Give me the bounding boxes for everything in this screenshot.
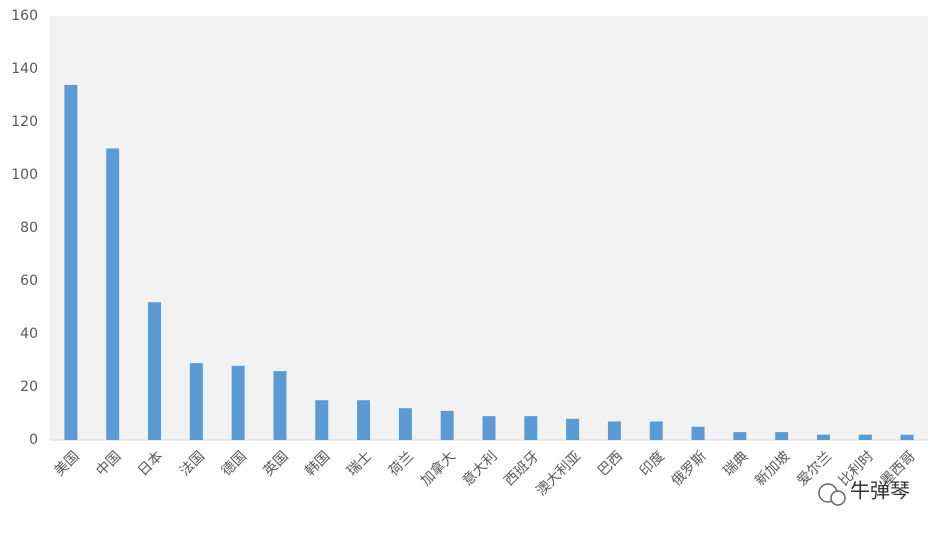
- bar: [398, 408, 412, 440]
- y-tick-label: 160: [11, 8, 38, 24]
- bar: [315, 400, 329, 440]
- y-tick-label: 100: [11, 167, 38, 183]
- y-tick-label: 20: [20, 379, 38, 395]
- bar: [106, 148, 120, 440]
- bar: [482, 416, 496, 440]
- bar: [64, 84, 78, 441]
- y-tick-label: 40: [20, 326, 38, 342]
- bar: [858, 434, 872, 440]
- x-tick-label: 意大利: [459, 448, 501, 490]
- watermark-icon: [818, 483, 846, 506]
- x-tick-label: 印度: [637, 448, 668, 479]
- x-tick-label: 澳大利亚: [533, 448, 584, 499]
- bar: [566, 418, 580, 440]
- bar: [691, 426, 705, 440]
- bar: [231, 365, 245, 440]
- bar: [816, 434, 830, 440]
- bar: [733, 432, 747, 440]
- bar: [524, 416, 538, 440]
- x-tick-label: 荷兰: [386, 448, 417, 479]
- x-tick-label: 德国: [219, 448, 250, 479]
- x-tick-label: 中国: [93, 448, 124, 479]
- x-tick-label: 瑞典: [720, 448, 751, 479]
- bar: [148, 302, 162, 440]
- y-tick-label: 0: [29, 432, 38, 448]
- x-tick-label: 巴西: [595, 448, 626, 479]
- bar: [357, 400, 371, 440]
- bar: [649, 421, 663, 440]
- x-tick-label: 法国: [177, 448, 208, 479]
- watermark: 牛弹琴: [850, 479, 910, 503]
- x-tick-label: 爱尔兰: [794, 448, 835, 489]
- x-tick-label: 日本: [135, 448, 166, 479]
- x-tick-label: 韩国: [302, 448, 333, 479]
- bar: [273, 371, 287, 440]
- x-tick-label: 美国: [51, 448, 82, 479]
- x-tick-label: 新加坡: [752, 448, 793, 489]
- bar: [189, 363, 203, 440]
- x-tick-label: 俄罗斯: [669, 448, 710, 489]
- bar: [900, 434, 914, 440]
- y-tick-label: 140: [11, 61, 38, 77]
- x-tick-label: 英国: [260, 448, 292, 480]
- y-tick-label: 60: [20, 273, 38, 289]
- x-tick-label: 西班牙: [501, 448, 542, 489]
- bar: [775, 432, 789, 440]
- y-tick-label: 80: [20, 220, 38, 236]
- y-tick-label: 120: [11, 114, 38, 130]
- bar: [440, 410, 454, 440]
- plot-area: [50, 16, 928, 440]
- x-tick-label: 瑞士: [344, 448, 375, 479]
- x-tick-label: 加拿大: [417, 448, 459, 490]
- bar: [607, 421, 621, 440]
